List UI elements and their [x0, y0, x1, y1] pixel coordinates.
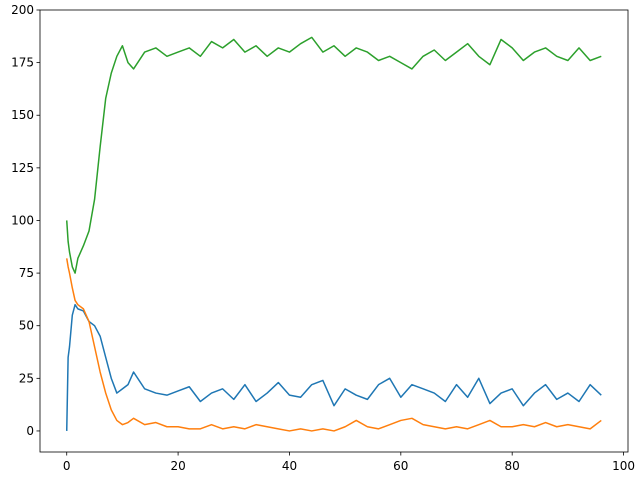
- plot-frame: [39, 9, 629, 453]
- x-tick-label: 40: [282, 459, 297, 473]
- y-tick-label: 200: [11, 3, 34, 17]
- y-tick-label: 75: [19, 266, 34, 280]
- x-tick-label: 100: [612, 459, 635, 473]
- x-tick-label: 0: [63, 459, 71, 473]
- series-line: [65, 258, 602, 432]
- y-tick-label: 100: [11, 213, 34, 227]
- series-line: [65, 303, 602, 431]
- y-tick-label: 50: [19, 319, 34, 333]
- x-tick-label: 80: [505, 459, 520, 473]
- series-line: [65, 36, 602, 274]
- y-tick-label: 150: [11, 108, 34, 122]
- x-tick-label: 20: [170, 459, 185, 473]
- x-tick-label: 60: [393, 459, 408, 473]
- y-tick-label: 0: [26, 424, 34, 438]
- y-tick-label: 125: [11, 161, 34, 175]
- y-tick-label: 175: [11, 56, 34, 70]
- y-tick-label: 25: [19, 371, 34, 385]
